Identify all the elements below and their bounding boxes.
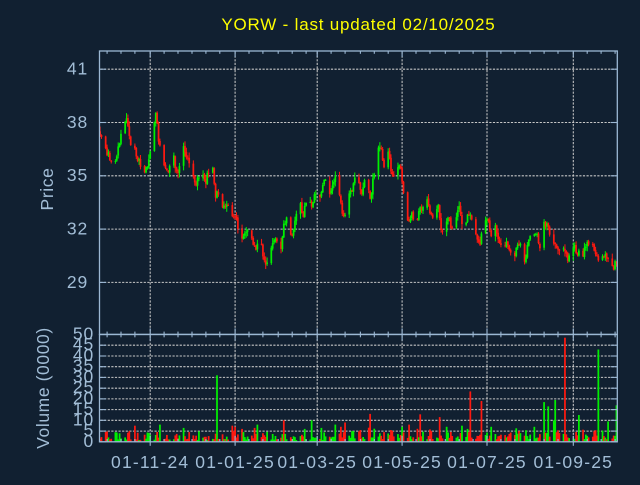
svg-text:5: 5 — [83, 420, 94, 440]
svg-text:10: 10 — [73, 409, 94, 429]
svg-text:Price: Price — [37, 168, 57, 211]
svg-text:0: 0 — [83, 431, 94, 451]
svg-text:45: 45 — [73, 334, 94, 354]
svg-text:41: 41 — [67, 59, 88, 79]
svg-text:35: 35 — [67, 165, 88, 185]
svg-text:01-07-25: 01-07-25 — [447, 452, 527, 472]
svg-text:35: 35 — [73, 356, 94, 376]
svg-text:29: 29 — [67, 272, 88, 292]
svg-text:32: 32 — [67, 219, 88, 239]
svg-text:01-03-25: 01-03-25 — [277, 452, 357, 472]
svg-text:Volume (0000): Volume (0000) — [33, 327, 53, 449]
svg-text:01-05-25: 01-05-25 — [362, 452, 442, 472]
svg-text:15: 15 — [73, 399, 94, 419]
svg-text:01-01-25: 01-01-25 — [195, 452, 275, 472]
svg-text:01-11-24: 01-11-24 — [111, 452, 189, 472]
svg-text:20: 20 — [73, 388, 94, 408]
svg-text:01-09-25: 01-09-25 — [533, 452, 613, 472]
svg-text:50: 50 — [73, 324, 94, 344]
svg-text:YORW - last updated 02/10/2025: YORW - last updated 02/10/2025 — [221, 15, 495, 34]
svg-text:38: 38 — [67, 112, 88, 132]
svg-text:30: 30 — [73, 366, 94, 386]
svg-text:25: 25 — [73, 377, 94, 397]
svg-text:40: 40 — [73, 345, 94, 365]
